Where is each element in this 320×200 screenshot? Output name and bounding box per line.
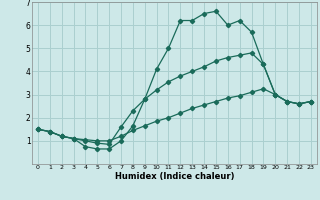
- X-axis label: Humidex (Indice chaleur): Humidex (Indice chaleur): [115, 172, 234, 181]
